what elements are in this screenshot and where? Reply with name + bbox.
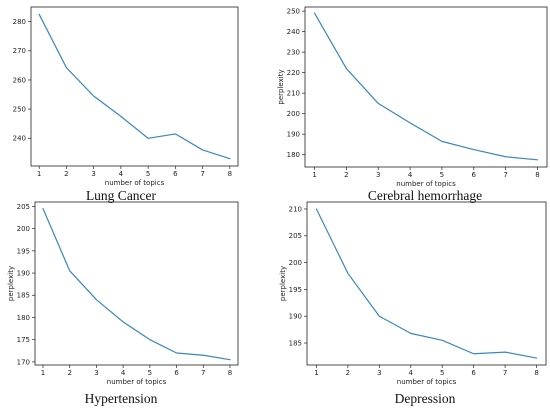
- y-tick-label: 185: [17, 292, 30, 300]
- y-tick-label: 210: [287, 90, 300, 98]
- x-tick-label: 4: [409, 369, 414, 377]
- y-tick-label: 205: [17, 203, 30, 211]
- y-tick-label: 220: [287, 69, 300, 77]
- y-tick-label: 180: [17, 314, 30, 322]
- caption-cerebral-hemorrhage: Cerebral hemorrhage: [368, 188, 482, 203]
- y-axis-label: perplexity: [279, 266, 287, 301]
- x-tick-label: 1: [41, 369, 45, 377]
- caption-lung-cancer: Lung Cancer: [86, 188, 157, 203]
- x-tick-label: 8: [228, 170, 232, 178]
- series-line: [42, 208, 231, 361]
- y-tick-label: 250: [287, 8, 300, 16]
- x-tick-label: 3: [94, 369, 98, 377]
- plot-frame: [30, 6, 239, 167]
- x-tick-label: 1: [37, 170, 41, 178]
- x-tick-label: 1: [314, 369, 318, 377]
- x-tick-label: 3: [91, 170, 95, 178]
- x-tick-label: 3: [377, 369, 381, 377]
- x-tick-label: 5: [148, 369, 152, 377]
- series-line: [313, 12, 539, 161]
- y-tick-label: 180: [287, 151, 300, 159]
- x-axis-label: number of topics: [396, 180, 456, 188]
- x-tick-label: 4: [119, 170, 124, 178]
- x-tick-label: 6: [174, 369, 179, 377]
- y-tick-label: 270: [13, 47, 26, 55]
- y-tick-label: 260: [13, 76, 26, 84]
- caption-hypertension: Hypertension: [85, 391, 158, 406]
- x-tick-label: 7: [503, 171, 507, 179]
- caption-depression: Depression: [395, 391, 456, 406]
- plot-frame: [304, 6, 548, 168]
- y-axis-label: perplexity: [277, 69, 285, 104]
- y-tick-label: 190: [289, 313, 302, 321]
- y-axis-label: perplexity: [7, 266, 15, 301]
- x-tick-label: 6: [173, 170, 178, 178]
- x-tick-label: 7: [201, 369, 205, 377]
- x-tick-label: 2: [346, 369, 350, 377]
- x-tick-label: 8: [228, 369, 232, 377]
- x-tick-label: 5: [146, 170, 150, 178]
- x-tick-label: 2: [344, 171, 348, 179]
- x-tick-label: 3: [376, 171, 380, 179]
- y-tick-label: 205: [289, 232, 302, 240]
- y-tick-label: 195: [289, 286, 302, 294]
- y-tick-label: 200: [289, 259, 302, 267]
- y-tick-label: 240: [13, 135, 26, 143]
- y-tick-label: 280: [13, 18, 26, 26]
- x-tick-label: 7: [200, 170, 204, 178]
- y-tick-label: 230: [287, 49, 300, 57]
- y-tick-label: 190: [287, 131, 300, 139]
- x-tick-label: 2: [67, 369, 71, 377]
- x-tick-label: 5: [440, 369, 444, 377]
- x-tick-label: 4: [408, 171, 413, 179]
- y-tick-label: 240: [287, 28, 300, 36]
- y-tick-label: 200: [287, 110, 300, 118]
- y-tick-label: 210: [289, 205, 302, 213]
- x-axis-label: number of topics: [397, 378, 457, 386]
- y-tick-label: 195: [17, 247, 30, 255]
- y-tick-label: 190: [17, 269, 30, 277]
- chart-cerebral-hemorrhage: 1 2 3 4 5 6 7 8 180 190 200 210 220 230 240 250 number o…: [277, 6, 548, 203]
- chart-depression: 1 2 3 4 5 6 7 8 185 190 195 200 205 210 number of topi…: [279, 201, 547, 406]
- x-tick-label: 4: [121, 369, 126, 377]
- series-line: [315, 208, 538, 359]
- x-tick-label: 1: [312, 171, 316, 179]
- y-tick-label: 200: [17, 225, 30, 233]
- x-axis-label: number of topics: [105, 179, 165, 187]
- plot-frame: [306, 201, 547, 366]
- y-tick-label: 185: [289, 339, 302, 347]
- y-tick-label: 170: [17, 358, 30, 366]
- x-tick-label: 2: [64, 170, 68, 178]
- x-tick-label: 8: [535, 171, 539, 179]
- y-tick-label: 175: [17, 336, 30, 344]
- x-tick-label: 5: [440, 171, 444, 179]
- x-axis-label: number of topics: [107, 378, 167, 386]
- x-tick-label: 8: [534, 369, 538, 377]
- plot-frame: [34, 201, 239, 366]
- x-tick-label: 6: [472, 171, 477, 179]
- x-tick-label: 7: [503, 369, 507, 377]
- chart-hypertension: 1 2 3 4 5 6 7 8 170 175 180 185 190 195 200 205 number o…: [7, 201, 239, 406]
- chart-lung-cancer: 1 2 3 4 5 6 7 8 240 250 260 270 280 number of topicsL…: [13, 6, 239, 203]
- series-line: [38, 13, 231, 160]
- x-tick-label: 6: [471, 369, 476, 377]
- y-tick-label: 250: [13, 106, 26, 114]
